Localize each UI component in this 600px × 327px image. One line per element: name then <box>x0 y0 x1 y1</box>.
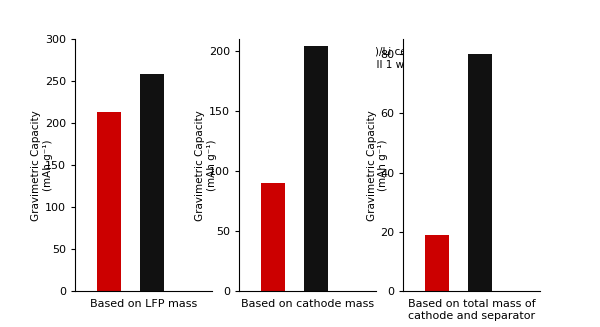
Y-axis label: Gravimetric Capacity
(mAh g⁻¹): Gravimetric Capacity (mAh g⁻¹) <box>196 110 217 220</box>
Bar <box>262 183 285 291</box>
Bar <box>304 46 328 291</box>
Bar <box>425 235 449 291</box>
Y-axis label: Gravimetric Capacity
(mAh g⁻¹): Gravimetric Capacity (mAh g⁻¹) <box>367 110 388 220</box>
Legend: (LFP-PPy)/Li cell with PE separator, LFP/Li cell 1 with redox-active separator: (LFP-PPy)/Li cell with PE separator, LFP… <box>305 44 542 72</box>
Bar <box>140 75 164 291</box>
Y-axis label: Gravimetric Capacity
(mAh g⁻¹): Gravimetric Capacity (mAh g⁻¹) <box>31 110 53 220</box>
Bar <box>468 54 492 291</box>
X-axis label: Based on LFP mass: Based on LFP mass <box>90 299 197 309</box>
X-axis label: Based on total mass of
cathode and separator: Based on total mass of cathode and separ… <box>408 299 535 321</box>
X-axis label: Based on cathode mass: Based on cathode mass <box>241 299 374 309</box>
Bar <box>97 112 121 291</box>
